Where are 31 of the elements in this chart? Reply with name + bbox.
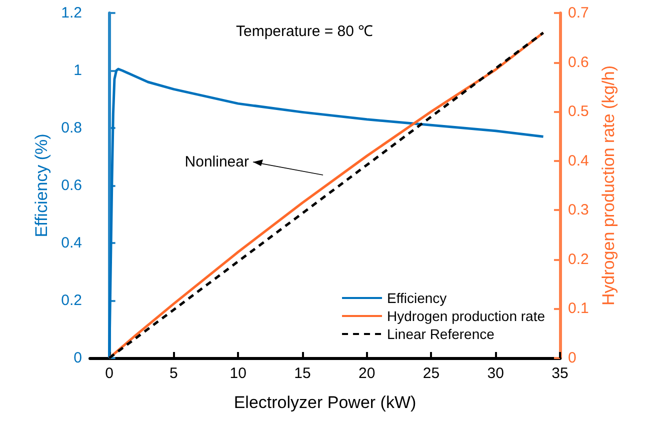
x-tick-label: 15 bbox=[294, 365, 311, 382]
x-tick-label: 5 bbox=[170, 365, 178, 382]
y2-tick-label: 0 bbox=[568, 350, 576, 366]
x-tick-label: 0 bbox=[105, 365, 114, 382]
y2-tick-label: 0.6 bbox=[568, 54, 589, 71]
legend-label: Efficiency bbox=[387, 290, 447, 306]
y2-tick-label: 0.4 bbox=[568, 152, 589, 170]
y2-tick-label: 0.7 bbox=[568, 4, 589, 22]
y2-tick-label: 0.3 bbox=[568, 202, 589, 219]
y-tick-label: 1.2 bbox=[61, 4, 82, 22]
y2-tick-label: 0.1 bbox=[568, 300, 589, 318]
y-axis-title: Efficiency (%) bbox=[32, 134, 52, 238]
x-tick-label: 35 bbox=[552, 365, 568, 382]
y2-tick-label: 0.5 bbox=[568, 103, 589, 120]
y-tick-label: 0.6 bbox=[61, 177, 82, 194]
x-tick-label: 10 bbox=[230, 365, 246, 382]
x-tick-label: 30 bbox=[487, 365, 504, 382]
legend-label: Hydrogen production rate bbox=[387, 308, 546, 324]
y-tick-label: 0.2 bbox=[61, 292, 82, 309]
y2-axis-title: Hydrogen production rate (kg/h) bbox=[598, 65, 618, 306]
x-tick-label: 25 bbox=[422, 365, 440, 382]
x-axis-title: Electrolyzer Power (kW) bbox=[234, 393, 416, 412]
legend-label: Linear Reference bbox=[387, 326, 495, 342]
annotation: Temperature = 80 ℃ bbox=[236, 23, 374, 40]
y2-tick-label: 0.2 bbox=[568, 250, 589, 268]
y-tick-label: 0.8 bbox=[61, 120, 82, 136]
x-tick-label: 20 bbox=[358, 365, 376, 382]
y-tick-label: 1 bbox=[74, 62, 82, 79]
annotation: Nonlinear bbox=[184, 154, 249, 170]
y-tick-label: 0 bbox=[74, 350, 82, 366]
y-tick-label: 0.4 bbox=[61, 234, 82, 252]
